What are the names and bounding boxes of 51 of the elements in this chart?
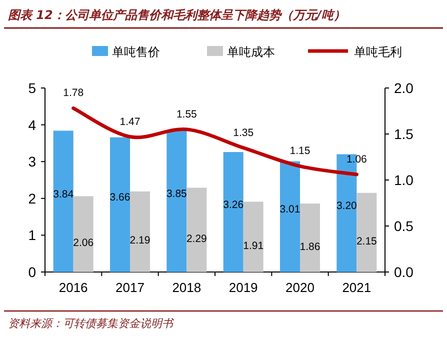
data-label: 3.01 bbox=[280, 204, 300, 216]
bar bbox=[186, 188, 207, 272]
data-label: 3.84 bbox=[53, 188, 74, 200]
legend-label: 单吨售价 bbox=[112, 45, 160, 59]
chart-title: 图表 12：公司单位产品售价和毛利整体呈下降趋势（万元/吨） bbox=[8, 8, 346, 22]
y-tick-label: 2 bbox=[28, 190, 36, 206]
x-tick-label: 2017 bbox=[116, 280, 144, 295]
data-label: 1.35 bbox=[233, 126, 254, 139]
y2-tick-label: 1.0 bbox=[394, 172, 414, 188]
data-label: 1.91 bbox=[243, 240, 264, 252]
text: 资料来源：可转债募集资金说明书 bbox=[8, 317, 175, 330]
legend-label: 单吨毛利 bbox=[354, 45, 402, 59]
y-tick-label: 3 bbox=[28, 154, 36, 170]
data-label: 1.47 bbox=[120, 116, 140, 128]
x-tick-label: 2021 bbox=[342, 280, 372, 295]
y-tick-label: 5 bbox=[28, 80, 36, 96]
y-tick-label: 4 bbox=[28, 116, 36, 133]
data-label: 1.78 bbox=[63, 87, 84, 100]
data-label: 3.20 bbox=[336, 200, 358, 212]
y-tick-label: 1 bbox=[28, 227, 36, 244]
data-label: 1.86 bbox=[300, 240, 320, 253]
data-label: 1.15 bbox=[290, 145, 310, 158]
data-label: 1.06 bbox=[346, 153, 368, 166]
bar bbox=[53, 130, 74, 272]
data-label: 1.55 bbox=[176, 108, 198, 120]
bar bbox=[223, 152, 244, 272]
y2-tick-label: 2.0 bbox=[394, 80, 414, 96]
x-tick-label: 2016 bbox=[58, 280, 88, 295]
bar bbox=[243, 202, 264, 272]
data-label: 2.29 bbox=[186, 232, 208, 245]
data-label: 2.06 bbox=[73, 237, 94, 250]
legend-label: 单吨成本 bbox=[227, 45, 275, 59]
x-tick-label: 2018 bbox=[172, 280, 202, 295]
bar bbox=[73, 196, 94, 272]
data-label: 3.66 bbox=[110, 192, 130, 204]
data-label: 2.15 bbox=[356, 235, 378, 248]
data-label: 3.26 bbox=[223, 199, 244, 212]
bar bbox=[130, 191, 150, 272]
data-label: 2.19 bbox=[130, 234, 150, 247]
x-tick-label: 2020 bbox=[286, 280, 314, 295]
y2-tick-label: 0.0 bbox=[394, 264, 414, 280]
bar bbox=[110, 137, 130, 272]
bar bbox=[356, 192, 377, 272]
y-tick-label: 0 bbox=[28, 264, 36, 280]
data-label: 3.85 bbox=[166, 188, 188, 200]
y2-tick-label: 1.5 bbox=[394, 126, 414, 142]
bar bbox=[280, 161, 300, 272]
y2-tick-label: 0.5 bbox=[394, 218, 414, 234]
bar bbox=[300, 204, 320, 272]
x-tick-label: 2019 bbox=[228, 280, 258, 295]
bar bbox=[166, 130, 187, 272]
